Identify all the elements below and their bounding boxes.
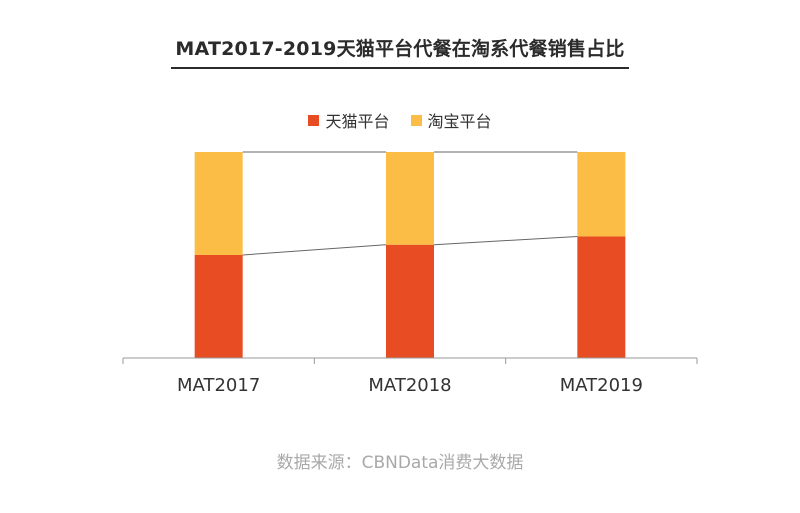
- bar-mat2019-taobao: [577, 152, 626, 237]
- connector-line-0-1: [433, 235, 578, 246]
- legend-swatch-tmall: [308, 114, 320, 126]
- legend-item-taobao: 淘宝平台: [410, 108, 492, 132]
- chart-title-wrap: MAT2017-2019天猫平台代餐在淘系代餐销售占比: [0, 34, 800, 69]
- bar-mat2017-tmall: [194, 255, 243, 358]
- connector-line-0-0: [242, 244, 387, 256]
- legend-item-tmall: 天猫平台: [308, 108, 389, 132]
- bar-mat2019-tmall: [577, 236, 626, 358]
- legend-label-tmall: 天猫平台: [325, 112, 390, 131]
- legend: 天猫平台 淘宝平台: [0, 108, 800, 132]
- x-tick-label-mat2018: MAT2018: [368, 375, 451, 396]
- bar-mat2018-taobao: [386, 152, 434, 245]
- x-tick-label-mat2019: MAT2019: [560, 375, 643, 396]
- legend-swatch-taobao: [410, 114, 422, 126]
- x-tick-label-mat2017: MAT2017: [177, 375, 260, 396]
- legend-label-taobao: 淘宝平台: [427, 112, 492, 131]
- source-note: 数据来源：CBNData消费大数据: [276, 453, 524, 473]
- bar-mat2018-tmall: [386, 244, 434, 358]
- chart-title: MAT2017-2019天猫平台代餐在淘系代餐销售占比: [171, 34, 629, 69]
- bar-mat2017-taobao: [194, 152, 243, 255]
